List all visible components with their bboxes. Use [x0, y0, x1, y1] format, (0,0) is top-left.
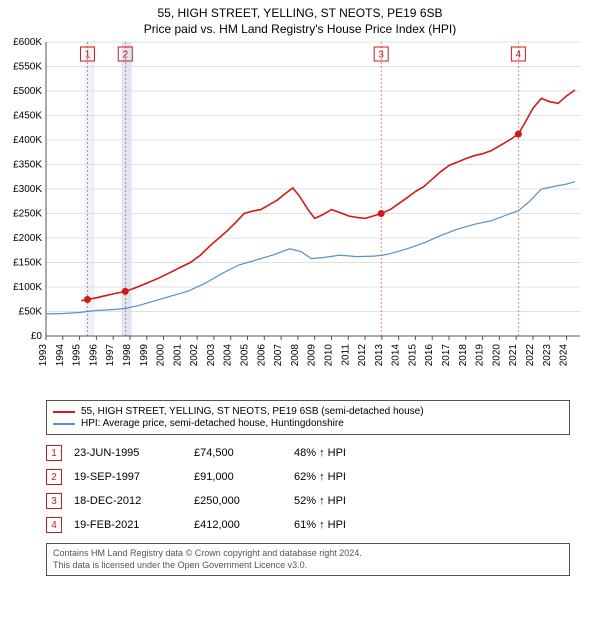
- footer-line2: This data is licensed under the Open Gov…: [53, 560, 563, 572]
- event-marker-3: 3: [46, 493, 62, 509]
- legend-swatch-hpi: [53, 423, 75, 425]
- svg-text:1996: 1996: [88, 344, 99, 367]
- event-row: 1 23-JUN-1995 £74,500 48% ↑ HPI: [46, 441, 570, 465]
- svg-text:£250K: £250K: [13, 209, 42, 220]
- svg-text:2021: 2021: [508, 344, 519, 367]
- event-date: 18-DEC-2012: [74, 495, 194, 507]
- title-subtitle: Price paid vs. HM Land Registry's House …: [0, 22, 600, 36]
- svg-text:2019: 2019: [475, 344, 486, 367]
- svg-text:2022: 2022: [525, 344, 536, 367]
- svg-text:4: 4: [516, 50, 522, 61]
- svg-text:£200K: £200K: [13, 233, 42, 244]
- event-date: 19-FEB-2021: [74, 519, 194, 531]
- svg-text:1995: 1995: [72, 344, 83, 367]
- svg-text:£350K: £350K: [13, 160, 42, 171]
- svg-text:2004: 2004: [223, 344, 234, 367]
- svg-text:2008: 2008: [290, 344, 301, 367]
- svg-text:2001: 2001: [172, 344, 183, 367]
- svg-text:2024: 2024: [559, 344, 570, 367]
- svg-text:2020: 2020: [491, 344, 502, 367]
- svg-text:1993: 1993: [38, 344, 49, 367]
- svg-text:£450K: £450K: [13, 111, 42, 122]
- svg-text:1994: 1994: [55, 344, 66, 367]
- svg-text:£0: £0: [31, 331, 43, 342]
- legend-row-property: 55, HIGH STREET, YELLING, ST NEOTS, PE19…: [53, 406, 563, 417]
- footer-line1: Contains HM Land Registry data © Crown c…: [53, 548, 563, 560]
- svg-text:2: 2: [122, 50, 128, 61]
- svg-text:2007: 2007: [273, 344, 284, 367]
- svg-text:1999: 1999: [139, 344, 150, 367]
- event-price: £91,000: [194, 471, 294, 483]
- svg-text:2023: 2023: [542, 344, 553, 367]
- svg-text:1: 1: [85, 50, 91, 61]
- svg-text:2018: 2018: [458, 344, 469, 367]
- svg-text:2002: 2002: [189, 344, 200, 367]
- event-price: £74,500: [194, 447, 294, 459]
- chart-area: £0 £50K £100K £150K £200K £250K £300K £350K £400…: [0, 36, 600, 396]
- svg-text:2005: 2005: [240, 344, 251, 367]
- legend-label-property: 55, HIGH STREET, YELLING, ST NEOTS, PE19…: [81, 406, 424, 417]
- event-pct: 48% ↑ HPI: [294, 447, 414, 459]
- svg-text:£150K: £150K: [13, 258, 42, 269]
- svg-text:2012: 2012: [357, 344, 368, 367]
- event-price: £412,000: [194, 519, 294, 531]
- svg-text:2015: 2015: [407, 344, 418, 367]
- event-marker-4: 4: [46, 517, 62, 533]
- svg-text:1998: 1998: [122, 344, 133, 367]
- event-row: 2 19-SEP-1997 £91,000 62% ↑ HPI: [46, 465, 570, 489]
- event-price: £250,000: [194, 495, 294, 507]
- legend: 55, HIGH STREET, YELLING, ST NEOTS, PE19…: [46, 400, 570, 435]
- legend-row-hpi: HPI: Average price, semi-detached house,…: [53, 418, 563, 429]
- event-marker-1: 1: [46, 445, 62, 461]
- svg-text:2009: 2009: [307, 344, 318, 367]
- events-table: 1 23-JUN-1995 £74,500 48% ↑ HPI 2 19-SEP…: [46, 441, 570, 537]
- event-date: 23-JUN-1995: [74, 447, 194, 459]
- legend-swatch-property: [53, 411, 75, 413]
- svg-text:2000: 2000: [156, 344, 167, 367]
- chart-svg: £0 £50K £100K £150K £200K £250K £300K £350K £400…: [0, 36, 600, 396]
- svg-text:2006: 2006: [256, 344, 267, 367]
- svg-text:£300K: £300K: [13, 184, 42, 195]
- svg-text:2016: 2016: [424, 344, 435, 367]
- svg-text:£400K: £400K: [13, 135, 42, 146]
- svg-text:2014: 2014: [391, 344, 402, 367]
- svg-text:3: 3: [378, 50, 384, 61]
- svg-text:£50K: £50K: [19, 307, 43, 318]
- svg-text:2017: 2017: [441, 344, 452, 367]
- svg-text:2013: 2013: [374, 344, 385, 367]
- svg-text:£100K: £100K: [13, 282, 42, 293]
- svg-text:£550K: £550K: [13, 62, 42, 73]
- title-address: 55, HIGH STREET, YELLING, ST NEOTS, PE19…: [0, 6, 600, 20]
- event-date: 19-SEP-1997: [74, 471, 194, 483]
- title-block: 55, HIGH STREET, YELLING, ST NEOTS, PE19…: [0, 0, 600, 36]
- svg-text:2011: 2011: [340, 344, 351, 366]
- event-marker-2: 2: [46, 469, 62, 485]
- footer-attribution: Contains HM Land Registry data © Crown c…: [46, 543, 570, 576]
- event-pct: 52% ↑ HPI: [294, 495, 414, 507]
- svg-text:£500K: £500K: [13, 86, 42, 97]
- svg-text:2010: 2010: [323, 344, 334, 367]
- event-row: 4 19-FEB-2021 £412,000 61% ↑ HPI: [46, 513, 570, 537]
- svg-text:2003: 2003: [206, 344, 217, 367]
- event-row: 3 18-DEC-2012 £250,000 52% ↑ HPI: [46, 489, 570, 513]
- svg-text:1997: 1997: [105, 344, 116, 367]
- event-pct: 61% ↑ HPI: [294, 519, 414, 531]
- legend-label-hpi: HPI: Average price, semi-detached house,…: [81, 418, 344, 429]
- svg-text:£600K: £600K: [13, 37, 42, 48]
- event-pct: 62% ↑ HPI: [294, 471, 414, 483]
